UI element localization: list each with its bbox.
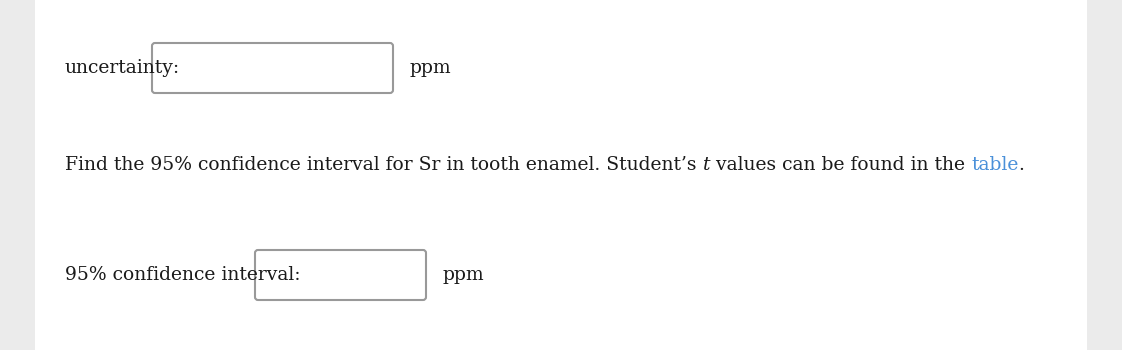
Text: .: . bbox=[1019, 156, 1024, 174]
Text: table: table bbox=[971, 156, 1019, 174]
Text: ppm: ppm bbox=[443, 266, 485, 284]
FancyBboxPatch shape bbox=[255, 250, 426, 300]
Text: ppm: ppm bbox=[410, 59, 452, 77]
Text: uncertainty:: uncertainty: bbox=[65, 59, 181, 77]
Text: Find the 95% confidence interval for Sr in tooth enamel. Student’s: Find the 95% confidence interval for Sr … bbox=[65, 156, 702, 174]
Text: values can be found in the: values can be found in the bbox=[710, 156, 971, 174]
Text: t: t bbox=[702, 156, 710, 174]
Text: 95% confidence interval:: 95% confidence interval: bbox=[65, 266, 301, 284]
FancyBboxPatch shape bbox=[151, 43, 393, 93]
